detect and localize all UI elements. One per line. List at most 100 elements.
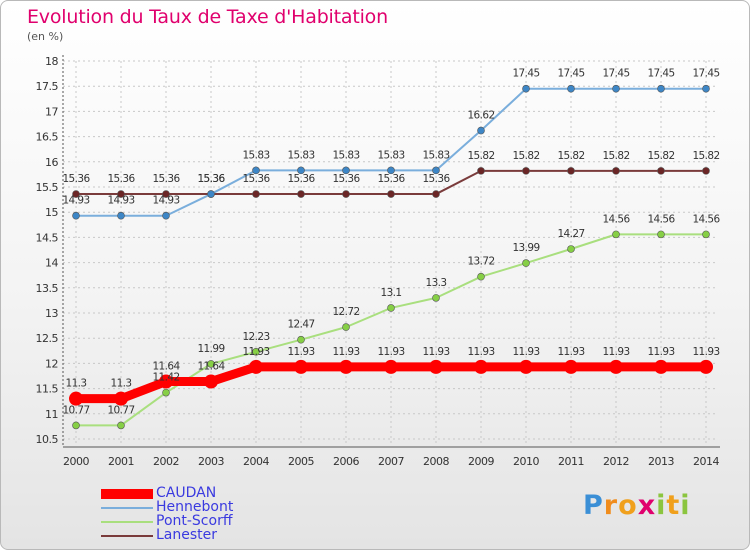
x-tick-label: 2007 [378, 455, 404, 468]
x-tick-label: 2002 [153, 455, 179, 468]
data-point [567, 84, 575, 93]
data-point [252, 190, 260, 198]
data-point [162, 190, 170, 198]
data-point [72, 211, 80, 220]
data-label: 11.93 [467, 346, 494, 358]
data-point [162, 211, 170, 220]
labels-pont-scorff: 10.77 10.77 11.42 11.99 12.23 12.47 12.72 13.1 1… [62, 213, 721, 416]
legend-label: CAUDAN [156, 485, 217, 501]
data-label: 11.64 [152, 361, 180, 373]
data-label: 15.82 [467, 150, 494, 162]
legend-swatch [101, 507, 153, 509]
data-point [609, 359, 623, 374]
y-tick-label: 11 [45, 408, 58, 421]
data-point [342, 323, 350, 331]
data-label: 15.36 [332, 173, 360, 185]
data-point [702, 230, 710, 239]
logo-letter: r [603, 490, 619, 521]
data-label: 11.93 [602, 346, 629, 358]
data-label: 13.99 [512, 242, 539, 254]
data-label: 17.45 [602, 68, 629, 80]
x-tick-label: 2009 [468, 455, 494, 468]
legend-swatch [101, 521, 153, 523]
data-label: 16.62 [467, 110, 494, 122]
y-tick-label: 17.5 [36, 80, 59, 93]
data-label: 15.83 [242, 149, 269, 161]
x-tick-label: 2000 [63, 455, 89, 468]
data-label: 15.83 [332, 149, 359, 161]
data-label: 14.93 [152, 195, 179, 207]
y-tick-label: 17 [45, 105, 58, 118]
data-label: 15.36 [152, 173, 180, 185]
y-tick-label: 11.5 [36, 383, 59, 396]
data-label: 14.27 [557, 228, 584, 240]
data-label: 17.45 [512, 68, 539, 80]
data-point [72, 190, 80, 198]
data-label: 13.1 [381, 287, 402, 299]
y-tick-label: 13.5 [36, 282, 59, 295]
data-point [339, 359, 353, 374]
data-label: 11.93 [287, 346, 314, 358]
data-label: 10.77 [62, 404, 89, 416]
data-point [342, 166, 350, 175]
x-tick-label: 2005 [288, 455, 314, 468]
data-point [159, 374, 173, 389]
legend-label: Lanester [156, 527, 218, 543]
y-tick-label: 14 [45, 257, 58, 270]
x-tick-label: 2001 [108, 455, 134, 468]
data-point [564, 359, 578, 374]
data-label: 11.3 [66, 378, 87, 390]
data-label: 11.93 [557, 346, 584, 358]
labels-hennebont: 14.93 14.93 14.93 15.36 15.83 15.83 15.83 15.83… [62, 68, 720, 207]
data-label: 15.82 [692, 150, 719, 162]
logo-letter: o [618, 490, 638, 521]
data-point [429, 359, 443, 374]
series-lanester [72, 167, 710, 198]
data-label: 15.82 [647, 150, 674, 162]
data-point [567, 245, 575, 253]
y-tick-label: 12 [45, 357, 58, 370]
x-tick-label: 2012 [603, 455, 629, 468]
data-point [657, 84, 665, 93]
data-label: 15.36 [62, 173, 90, 185]
data-point [252, 348, 260, 356]
data-label: 15.36 [422, 173, 450, 185]
labels-caudan: 11.3 11.3 11.64 11.64 11.93 11.93 11.93 11.93 11… [66, 346, 721, 390]
data-label: 11.93 [512, 346, 539, 358]
data-label: 11.64 [197, 361, 225, 373]
data-point [252, 166, 260, 175]
data-label: 15.36 [242, 173, 270, 185]
data-point [117, 190, 125, 198]
legend-label: Hennebont [156, 499, 234, 515]
data-label: 12.72 [332, 306, 359, 318]
data-point [387, 190, 395, 198]
data-label: 11.93 [377, 346, 404, 358]
data-label: 11.99 [197, 343, 224, 355]
x-tick-label: 2014 [693, 455, 719, 468]
data-point [699, 359, 713, 374]
data-point [297, 335, 305, 344]
data-point [297, 190, 305, 198]
y-tick-label: 10.5 [36, 433, 59, 446]
chart-unit: (en %) [27, 30, 64, 43]
data-point [702, 84, 710, 93]
data-point [612, 230, 620, 239]
x-tick-label: 2010 [513, 455, 539, 468]
data-point [702, 167, 710, 175]
labels-lanester: 15.36 15.36 15.36 15.36 15.36 15.36 15.36 15.36… [62, 150, 720, 185]
data-point [657, 230, 665, 239]
data-point [567, 167, 575, 175]
data-label: 11.93 [692, 346, 719, 358]
data-label: 14.56 [692, 213, 720, 225]
y-tick-label: 15.5 [36, 181, 59, 194]
data-point [342, 190, 350, 198]
y-tick-label: 12.5 [36, 332, 59, 345]
data-point [477, 126, 485, 135]
data-label: 11.93 [332, 346, 359, 358]
logo-letter: P [583, 490, 604, 521]
data-point [384, 359, 398, 374]
data-point [657, 167, 665, 175]
data-label: 14.56 [602, 213, 630, 225]
